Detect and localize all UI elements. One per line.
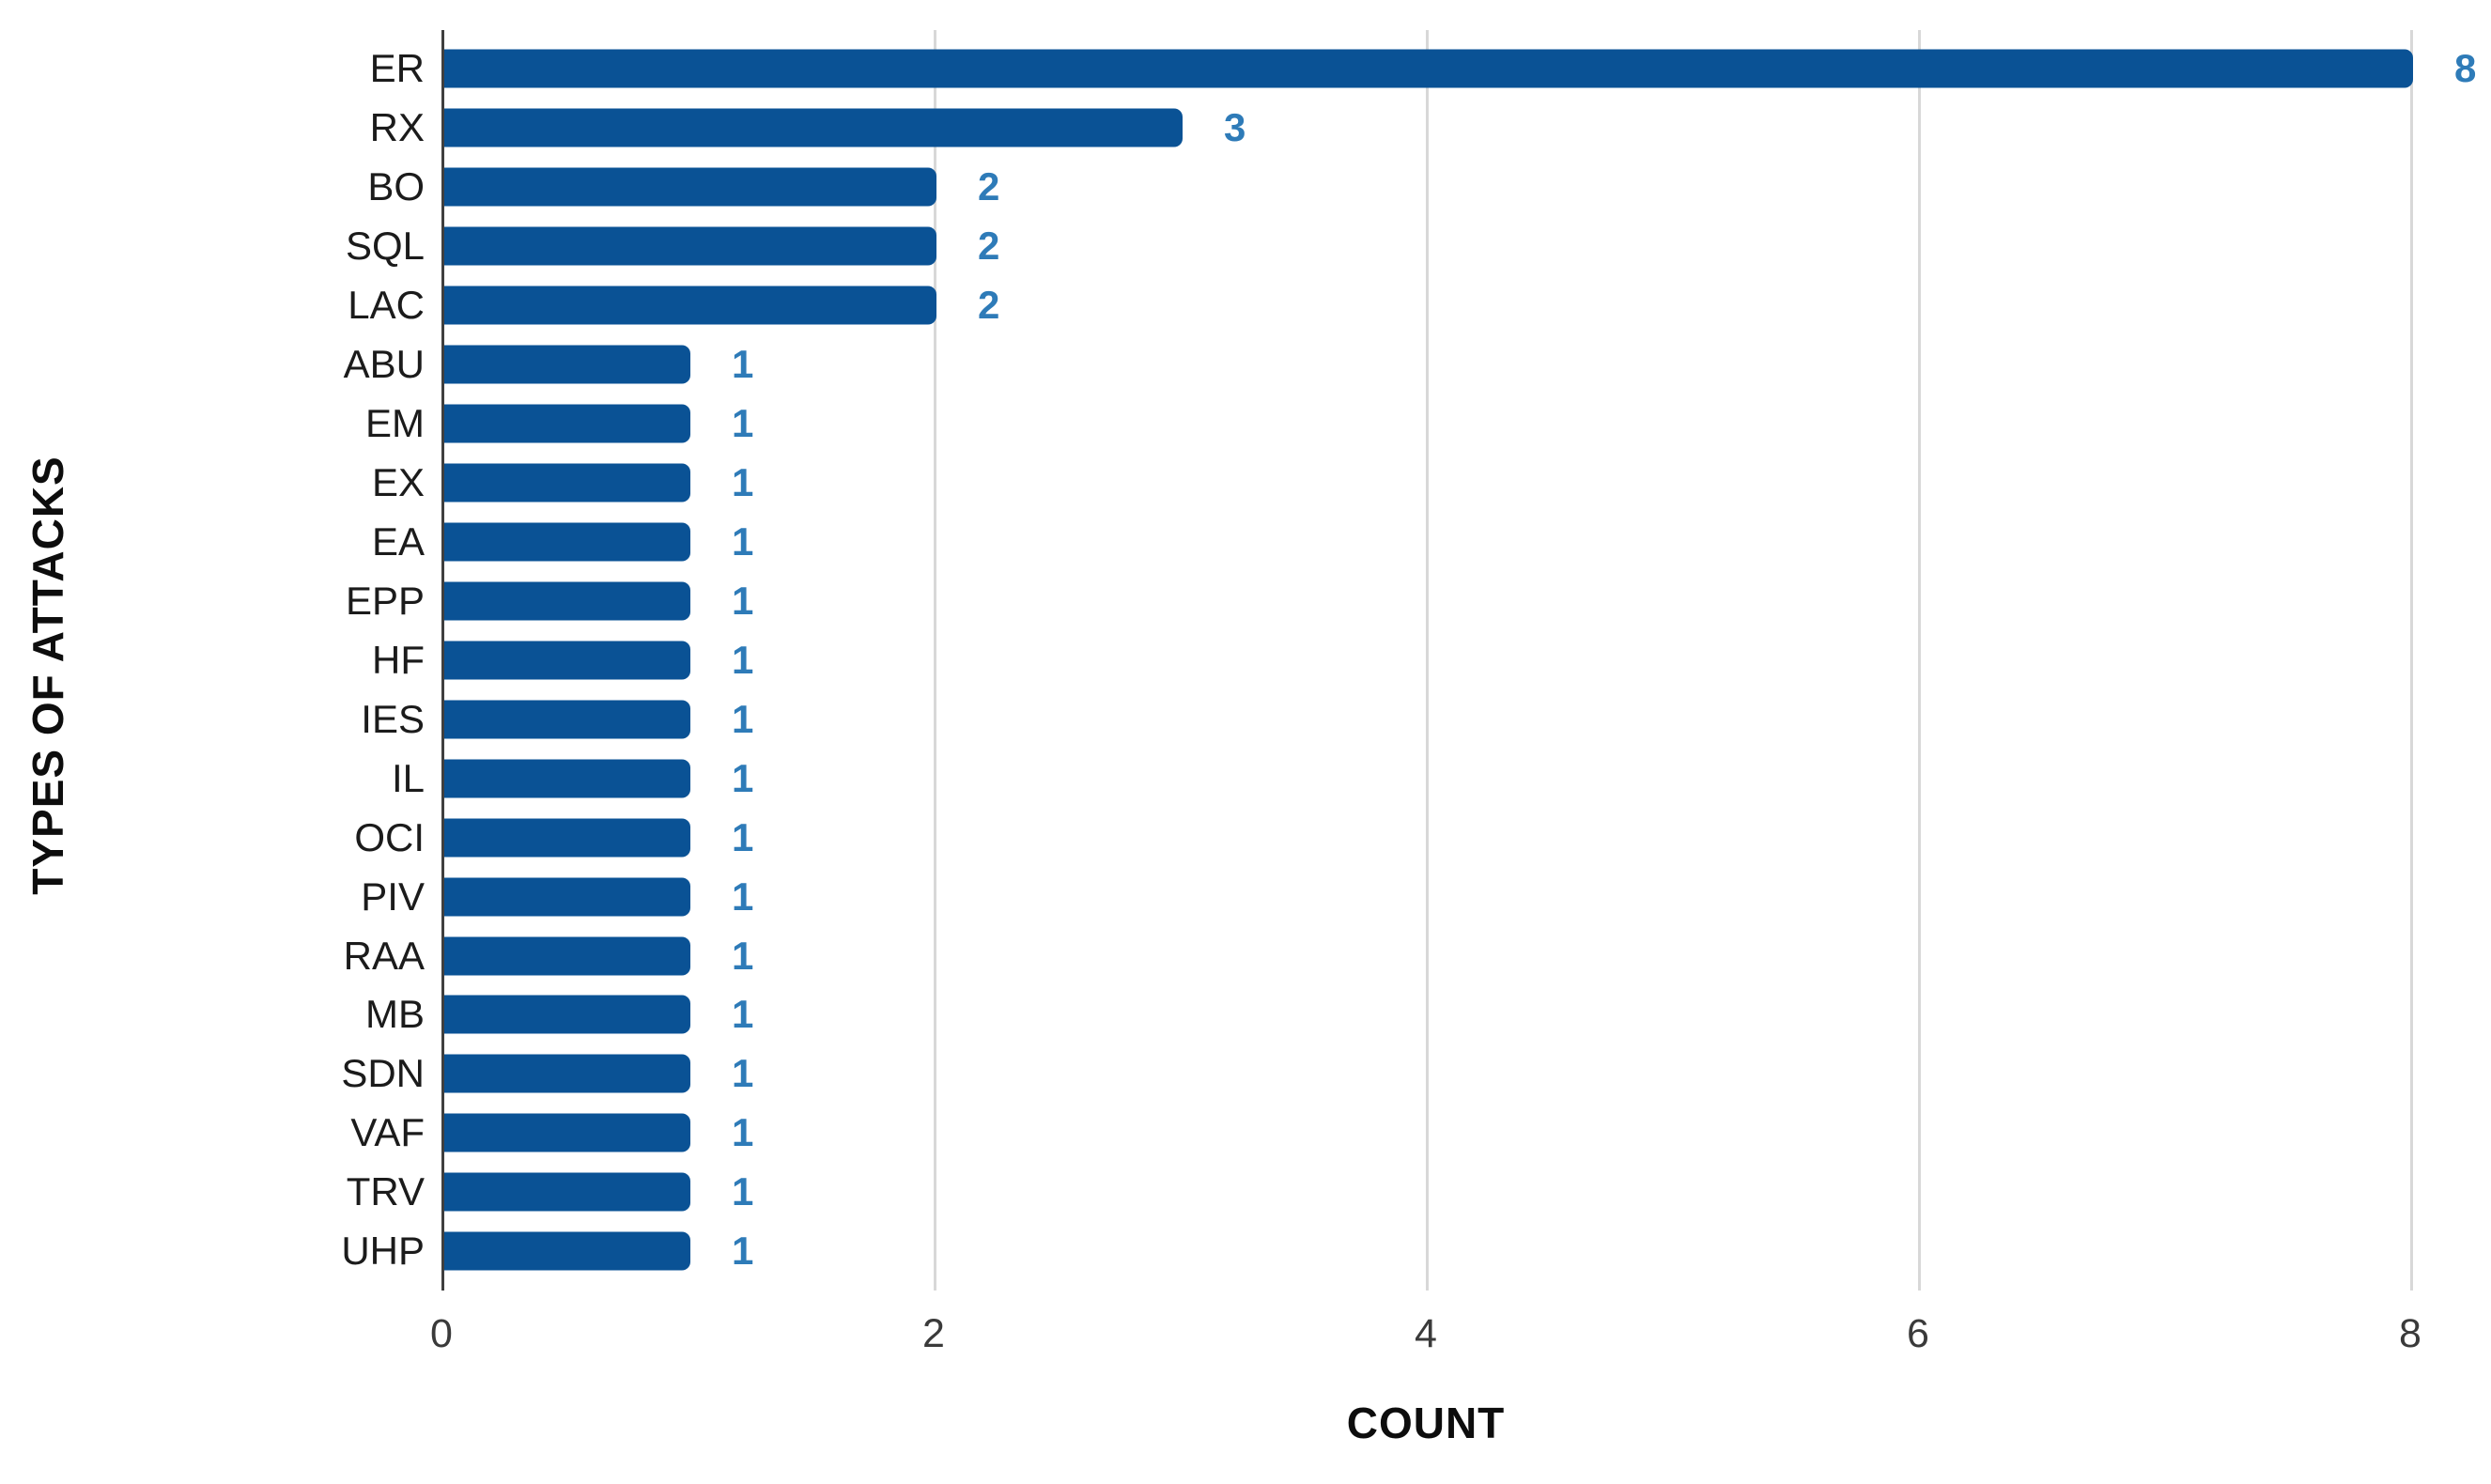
y-axis-title: TYPES OF ATTACKS (23, 456, 72, 895)
value-label: 1 (732, 578, 754, 623)
bar (444, 995, 690, 1034)
category-label: SQL (345, 224, 425, 269)
category-label: ER (369, 46, 425, 91)
value-label: 2 (978, 164, 1000, 209)
value-label: 2 (978, 283, 1000, 328)
bar-row: EX 1 (372, 454, 2413, 513)
bar (444, 404, 690, 443)
bar-row: BO 2 (367, 158, 2413, 217)
value-label: 1 (732, 1110, 754, 1155)
value-label: 1 (732, 1229, 754, 1274)
bar-row: LAC 2 (348, 276, 2413, 335)
bar-row: ER 8 (370, 39, 2477, 99)
y-axis-line (441, 30, 444, 1291)
bar (444, 49, 2413, 88)
bar (444, 345, 690, 384)
bar (444, 641, 690, 680)
x-tick-label: 4 (1415, 1311, 1437, 1356)
bar (444, 226, 936, 266)
category-label: EM (365, 401, 425, 446)
bar-row: OCI 1 (354, 808, 2413, 867)
category-label: LAC (348, 283, 425, 328)
category-label: IL (391, 755, 425, 800)
value-label: 3 (1224, 105, 1246, 150)
bar-row: VAF 1 (350, 1104, 2413, 1163)
value-label: 1 (732, 460, 754, 505)
category-label: BO (367, 164, 425, 209)
x-axis-title: COUNT (1346, 1399, 1506, 1447)
value-label: 1 (732, 814, 754, 859)
bar-row: RX 3 (370, 99, 2413, 158)
bar-row: IL 1 (392, 749, 2413, 808)
category-label: EX (371, 460, 425, 505)
bar-row: SDN 1 (341, 1044, 2413, 1104)
bar (444, 877, 690, 917)
value-label: 1 (732, 696, 754, 741)
gridline (2410, 30, 2413, 1291)
bar-row: EA 1 (372, 513, 2413, 572)
category-label: TRV (346, 1169, 425, 1214)
category-label: MB (365, 992, 425, 1037)
bar-row: ABU 1 (344, 335, 2413, 394)
bar-row: HF 1 (372, 630, 2413, 689)
bar (444, 1172, 690, 1212)
gridline (934, 30, 936, 1291)
value-label: 2 (978, 224, 1000, 269)
category-label: OCI (354, 814, 425, 859)
bar (444, 108, 1183, 147)
bar (444, 286, 936, 325)
category-label: RX (369, 105, 425, 150)
value-label: 1 (732, 1169, 754, 1214)
bar-row: TRV 1 (347, 1163, 2413, 1222)
bar-row: EPP 1 (346, 571, 2413, 630)
bar (444, 522, 690, 562)
bar-row: EM 1 (365, 394, 2413, 454)
bar-row: RAA 1 (344, 926, 2413, 985)
bar (444, 1113, 690, 1152)
value-label: 8 (2454, 46, 2477, 91)
category-label: UHP (341, 1229, 425, 1274)
x-tick-label: 8 (2399, 1311, 2421, 1356)
bar-row: UHP 1 (341, 1222, 2413, 1281)
category-label: HF (372, 637, 425, 682)
category-label: RAA (343, 933, 425, 978)
bar (444, 167, 936, 207)
value-label: 1 (732, 1051, 754, 1096)
bar (444, 818, 690, 858)
bar-row: IES 1 (361, 689, 2413, 749)
plot-area: ER 8 RX 3 BO 2 SQL 2 LAC 2 ABU 1 EM 1 EX 1 EA 1 EPP 1 HF 1 IES… (341, 39, 2477, 1281)
category-label: VAF (350, 1110, 425, 1155)
value-label: 1 (732, 518, 754, 564)
gridline (1918, 30, 1921, 1291)
value-label: 1 (732, 401, 754, 446)
value-label: 1 (732, 933, 754, 978)
category-label: EA (371, 518, 425, 564)
category-label: ABU (343, 342, 425, 387)
category-label: SDN (341, 1051, 425, 1096)
bar (444, 463, 690, 502)
gridline (1426, 30, 1429, 1291)
x-tick-label: 2 (922, 1311, 945, 1356)
category-label: PIV (361, 873, 425, 919)
bar-row: SQL 2 (346, 217, 2413, 276)
value-label: 1 (732, 342, 754, 387)
bar (444, 581, 690, 621)
value-label: 1 (732, 873, 754, 919)
bar (444, 700, 690, 739)
value-label: 1 (732, 992, 754, 1037)
bar-row: MB 1 (365, 985, 2413, 1044)
bar (444, 759, 690, 798)
bar (444, 1231, 690, 1271)
bar (444, 936, 690, 976)
bar (444, 1054, 690, 1093)
category-label: EPP (345, 578, 425, 623)
category-label: IES (361, 696, 425, 741)
value-label: 1 (732, 755, 754, 800)
bar-row: PIV 1 (361, 867, 2413, 926)
x-tick-label: 6 (1907, 1311, 1929, 1356)
value-label: 1 (732, 637, 754, 682)
x-tick-label: 0 (430, 1311, 453, 1356)
